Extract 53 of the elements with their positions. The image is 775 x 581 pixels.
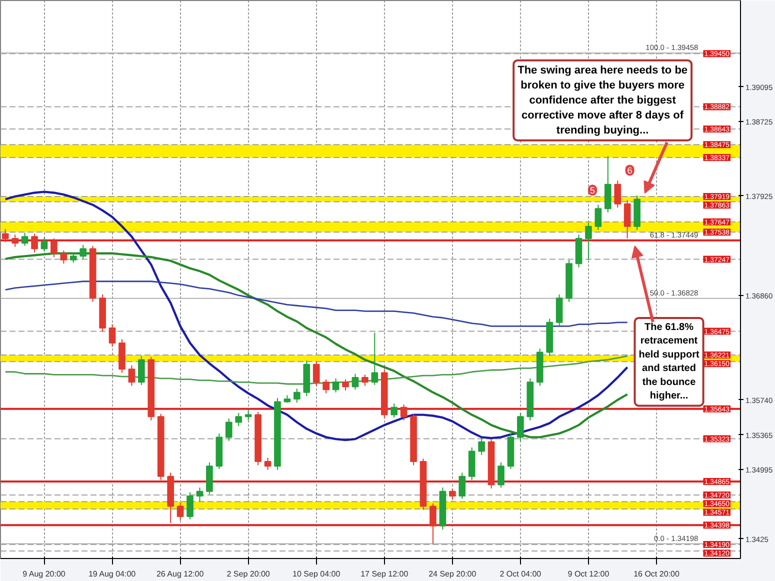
candlestick — [352, 373, 359, 390]
x-tick-label: 2 Sep 20:00 — [226, 570, 270, 578]
candlestick — [624, 200, 631, 239]
candlestick — [138, 356, 145, 386]
candlestick — [12, 234, 18, 248]
annotation: The 61.8% retracement held support and started the bounce higher... — [638, 322, 700, 402]
annotation: 6 — [627, 166, 632, 176]
candlestick — [390, 403, 398, 418]
x-tick-label: 10 Sep 04:00 — [292, 570, 341, 578]
candlestick — [594, 204, 602, 231]
x-tick-label: 24 Sep 20:00 — [428, 570, 477, 578]
candlestick — [21, 232, 28, 246]
candlestick — [108, 324, 116, 348]
x-tick-label: 26 Aug 12:00 — [156, 570, 204, 578]
candlestick — [70, 252, 77, 264]
candlestick — [448, 488, 456, 500]
candlestick — [60, 250, 68, 264]
candlestick — [31, 233, 38, 253]
x-tick-label: 16 Oct 20:00 — [634, 570, 680, 578]
candlestick — [264, 457, 272, 470]
candlestick — [430, 502, 436, 544]
candlestick — [517, 412, 524, 442]
candlestick — [40, 237, 48, 252]
candlestick — [498, 462, 504, 488]
x-tick-label: 9 Oct 12:00 — [568, 570, 610, 578]
candlestick — [225, 418, 232, 442]
candlestick — [50, 238, 58, 258]
candlestick — [312, 361, 320, 386]
candlestick — [80, 244, 87, 260]
candlestick — [478, 438, 485, 456]
candlestick — [342, 378, 349, 392]
x-tick-label: 9 Aug 20:00 — [22, 570, 66, 578]
candlestick — [235, 412, 242, 426]
candlestick — [293, 388, 300, 404]
x-tick-label: 2 Oct 04:00 — [500, 570, 542, 578]
x-tick-label: 17 Sep 12:00 — [360, 570, 409, 578]
annotation: The swing area here needs to be broken to give the buyers more confidence after the biggest corrective move after 8 days of trending buying... — [518, 64, 688, 136]
candlestick — [176, 502, 184, 521]
candlestick — [458, 472, 466, 500]
candlestick — [371, 332, 378, 386]
candlestick — [128, 364, 136, 386]
candlestick — [362, 374, 368, 386]
candlestick — [2, 228, 9, 243]
x-tick-label: 19 Aug 04:00 — [88, 570, 136, 578]
annotation: 5 — [590, 186, 596, 196]
candlestick — [614, 180, 622, 208]
candlestick — [186, 492, 194, 520]
candlestick — [196, 487, 204, 502]
candlestick — [332, 378, 340, 393]
candlestick — [585, 222, 592, 260]
line-series — [4, 280, 628, 327]
candlestick — [322, 378, 330, 394]
candlestick — [400, 404, 408, 421]
